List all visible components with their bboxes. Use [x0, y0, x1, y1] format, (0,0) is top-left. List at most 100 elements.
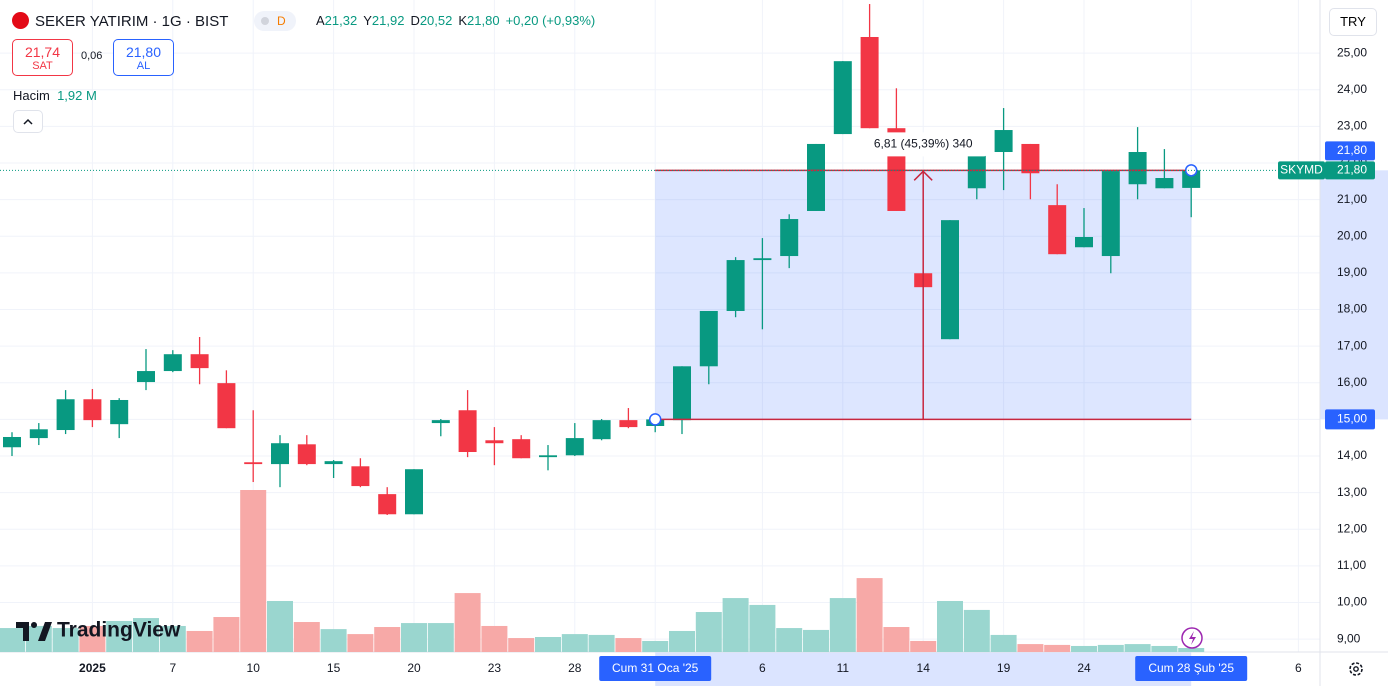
- tradingview-logo: TradingView: [16, 619, 181, 642]
- caret-path: [23, 118, 33, 125]
- buy-price: 21,80: [125, 44, 162, 60]
- ohlc-change: +0,20 (+0,93%): [505, 13, 596, 28]
- ohlc-key: D: [410, 13, 420, 28]
- badge-text: D: [277, 14, 286, 28]
- ohlc-value: 21,32: [324, 13, 358, 28]
- candle-body: [110, 399, 129, 425]
- range-label: 6,81 (45,39%) 340: [874, 136, 973, 150]
- y-tick-label: 21,00: [1337, 192, 1367, 206]
- candle-body: [1155, 178, 1174, 189]
- ohlc-key: A: [316, 13, 325, 28]
- ohlc-key: Y: [363, 13, 372, 28]
- volume-bar: [561, 634, 588, 652]
- volume-bar: [481, 625, 508, 652]
- candle-body: [351, 466, 370, 487]
- y-tick-label: 11,00: [1337, 558, 1366, 572]
- ohlc-value: 21,80: [467, 13, 500, 28]
- candle-body: [137, 371, 155, 383]
- volume-bar: [776, 628, 803, 652]
- x-tick-label: 7: [169, 661, 176, 675]
- candle-body: [833, 61, 852, 135]
- badge[interactable]: D: [254, 11, 296, 31]
- x-highlight-box: [1135, 656, 1248, 681]
- volume-bar: [535, 637, 561, 652]
- spread: 0,06: [81, 50, 103, 62]
- x-tick-label: Cum 28 Şub '25: [1148, 661, 1234, 675]
- last-price-name: SKYMD: [1280, 162, 1323, 176]
- symbol: SEKER YATIRIM · 1G · BIST: [35, 13, 229, 30]
- volume-bar: [669, 630, 695, 652]
- candle-body: [458, 410, 477, 453]
- volume-bar: [1097, 644, 1124, 652]
- caret: [23, 118, 33, 125]
- volume-bar: [401, 623, 427, 652]
- badge-dot: [261, 17, 269, 25]
- candle-body: [619, 420, 638, 428]
- gear-outer[interactable]: [1349, 662, 1363, 676]
- candle-body: [405, 469, 423, 515]
- candle-body: [431, 420, 450, 424]
- volume-bar: [267, 600, 293, 652]
- settings-icon[interactable]: [1349, 662, 1363, 676]
- alert-bolt: [1189, 631, 1196, 645]
- candle-body: [1021, 143, 1040, 174]
- volume-bar: [374, 627, 401, 652]
- x-highlight-box: [599, 656, 712, 681]
- symbol-row: SEKER YATIRIM · 1G · BIST: [12, 12, 228, 31]
- candle-body: [217, 383, 236, 429]
- x-axis-range-band: [655, 652, 1192, 686]
- x-tick-label: 19: [997, 661, 1011, 675]
- y-tick-label: 20,00: [1337, 228, 1367, 242]
- volume-bar: [106, 620, 133, 652]
- volume-bar: [159, 625, 186, 652]
- candle-body: [1128, 152, 1147, 185]
- candle-body: [163, 354, 182, 372]
- buy-button[interactable]: 21,80 AL: [113, 39, 174, 76]
- volume-bar: [508, 638, 535, 652]
- range-label-box: [859, 132, 988, 157]
- logo-text: TradingView: [57, 619, 181, 642]
- volume-bar: [695, 612, 722, 652]
- volume-bar: [293, 622, 320, 652]
- volume-bar: [0, 628, 25, 652]
- volume-bar: [133, 618, 159, 652]
- y-tick-label: 10,00: [1337, 595, 1367, 609]
- x-tick-label: 28: [568, 661, 582, 675]
- y-tick-label: 13,00: [1337, 485, 1367, 499]
- candle-body: [780, 219, 799, 257]
- y-tick-label: 23,00: [1337, 119, 1367, 133]
- candle-body: [3, 436, 21, 448]
- range-low-box: [1325, 409, 1375, 430]
- y-axis-range-band: [1320, 170, 1388, 420]
- volume-bar: [856, 578, 883, 652]
- candle-body: [271, 443, 289, 465]
- gear-inner[interactable]: [1353, 666, 1359, 672]
- sell-price: 21,74: [24, 44, 61, 60]
- candle-body: [485, 440, 504, 444]
- range-high-box: [1325, 141, 1375, 161]
- sell-button[interactable]: 21,74 SAT: [12, 39, 73, 76]
- currency-button[interactable]: TRY: [1329, 8, 1377, 36]
- y-tick-label: 25,00: [1337, 45, 1367, 59]
- buy-label: AL: [136, 60, 151, 72]
- x-tick-label: 10: [247, 661, 261, 675]
- candle-body: [297, 444, 316, 465]
- x-tick-label: 23: [488, 661, 502, 675]
- volume-bar: [829, 598, 856, 652]
- candle-body: [1182, 170, 1201, 188]
- y-tick-label: 9,00: [1337, 631, 1361, 645]
- candle-body: [324, 461, 343, 465]
- volume-bar: [749, 604, 776, 652]
- volume-bar: [937, 600, 963, 652]
- volume-bar: [454, 593, 481, 652]
- candle-body: [753, 258, 772, 261]
- x-tick-label: Cum 31 Oca '25: [612, 661, 699, 675]
- x-tick-label: 24: [1077, 661, 1091, 675]
- x-tick-label: 11: [837, 661, 850, 675]
- y-tick-label: 19,00: [1337, 265, 1367, 279]
- volume-bar: [642, 640, 669, 652]
- candle-body: [1048, 205, 1067, 255]
- volume-bar: [240, 490, 267, 652]
- collapse-button[interactable]: [13, 110, 43, 133]
